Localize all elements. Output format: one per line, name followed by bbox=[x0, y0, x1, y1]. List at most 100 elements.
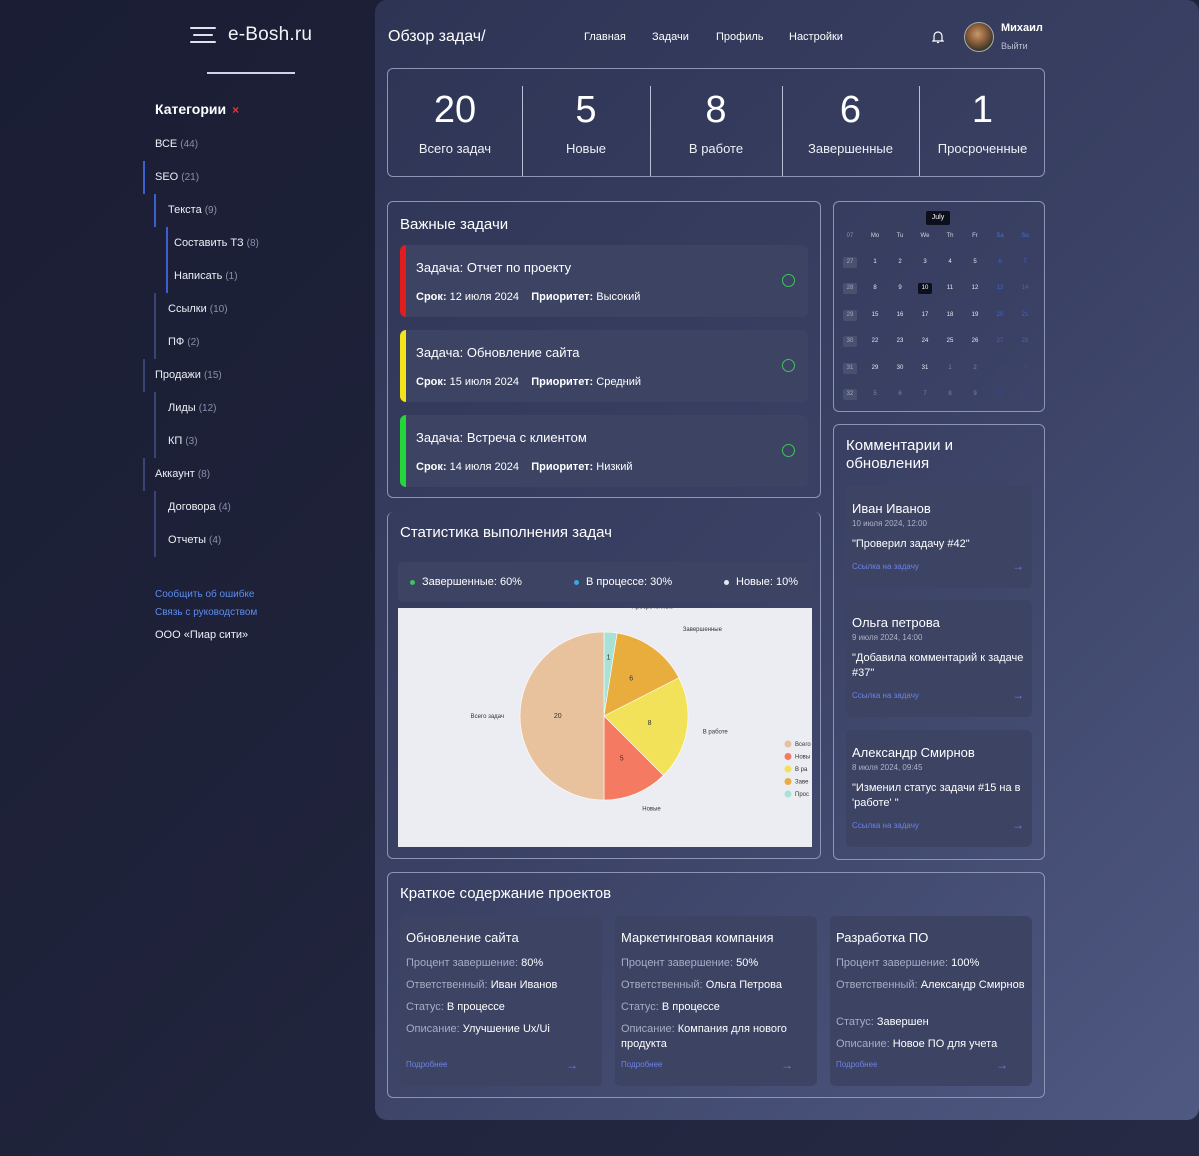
calendar-day[interactable]: 4 bbox=[948, 259, 952, 265]
calendar-day[interactable]: 20 bbox=[996, 311, 1004, 318]
category-sales[interactable]: Продажи (15) bbox=[155, 369, 222, 381]
category-pf[interactable]: ПФ (2) bbox=[168, 336, 200, 348]
logout-link[interactable]: Выйти bbox=[1001, 41, 1028, 51]
calendar-day[interactable]: 29 bbox=[871, 364, 879, 371]
category-texts[interactable]: Текста (9) bbox=[168, 204, 217, 216]
category-make-spec[interactable]: Составить ТЗ (8) bbox=[174, 237, 259, 249]
calendar-day[interactable]: 7 bbox=[1023, 259, 1027, 265]
contact-management-link[interactable]: Связь с руководством bbox=[155, 607, 258, 618]
stat-overdue[interactable]: 1 Просроченные bbox=[937, 89, 1028, 156]
category-all[interactable]: ВСЕ (44) bbox=[155, 138, 199, 150]
calendar-day[interactable]: 5 bbox=[973, 259, 977, 265]
calendar-day[interactable]: 28 bbox=[1021, 338, 1029, 345]
calendar-day[interactable]: 27 bbox=[996, 338, 1004, 345]
calendar-day[interactable]: 9 bbox=[973, 391, 977, 397]
calendar-day[interactable]: 1 bbox=[873, 259, 877, 265]
project-card[interactable]: Обновление сайта Процент завершение: 80%… bbox=[400, 916, 602, 1086]
category-write[interactable]: Написать (1) bbox=[174, 270, 238, 282]
calendar-day[interactable]: 2 bbox=[973, 364, 977, 371]
nav-profile[interactable]: Профиль bbox=[716, 31, 764, 43]
calendar-day[interactable]: 26 bbox=[971, 338, 979, 345]
task-card[interactable]: Задача: Отчет по проекту Срок: 12 июля 2… bbox=[400, 245, 808, 317]
category-account[interactable]: Аккаунт (8) bbox=[155, 468, 211, 480]
report-error-link[interactable]: Сообщить об ошибке bbox=[155, 589, 255, 600]
category-kp[interactable]: КП (3) bbox=[168, 435, 198, 447]
calendar-day[interactable]: 5 bbox=[873, 391, 877, 397]
calendar-day-today[interactable]: 10 bbox=[918, 283, 932, 295]
calendar-day[interactable]: 11 bbox=[946, 285, 954, 292]
comment-card[interactable]: Александр Смирнов 8 июля 2024, 09:45 "Из… bbox=[846, 730, 1032, 847]
stat-total[interactable]: 20 Всего задач bbox=[418, 89, 492, 156]
arrow-right-icon[interactable]: → bbox=[996, 1058, 1008, 1072]
nav-tasks[interactable]: Задачи bbox=[652, 31, 689, 43]
calendar-day[interactable]: 11 bbox=[1021, 391, 1029, 397]
calendar-day[interactable]: 13 bbox=[996, 285, 1004, 292]
pie-value-label: 6 bbox=[629, 676, 633, 683]
calendar-day[interactable]: 17 bbox=[921, 311, 929, 318]
stat-new[interactable]: 5 Новые bbox=[565, 89, 607, 156]
category-leads[interactable]: Лиды (12) bbox=[168, 402, 217, 414]
calendar-day[interactable]: 19 bbox=[971, 311, 979, 318]
close-icon[interactable]: × bbox=[232, 103, 240, 117]
check-icon[interactable] bbox=[782, 359, 795, 372]
nav-settings[interactable]: Настройки bbox=[789, 31, 843, 43]
calendar-day[interactable]: 18 bbox=[946, 311, 954, 318]
task-card[interactable]: Задача: Обновление сайта Срок: 15 июля 2… bbox=[400, 330, 808, 402]
project-card[interactable]: Разработка ПО Процент завершение: 100% О… bbox=[830, 916, 1032, 1086]
calendar-day[interactable]: 3 bbox=[923, 259, 927, 265]
project-card[interactable]: Маркетинговая компания Процент завершени… bbox=[615, 916, 817, 1086]
calendar-day[interactable]: 7 bbox=[923, 391, 927, 397]
comment-card[interactable]: Иван Иванов 10 июля 2024, 12:00 "Провери… bbox=[846, 486, 1032, 588]
calendar-day[interactable]: 10 bbox=[996, 391, 1004, 397]
calendar-day[interactable]: 15 bbox=[871, 311, 879, 318]
calendar-day[interactable]: 2 bbox=[898, 259, 902, 265]
menu-icon[interactable] bbox=[190, 24, 216, 46]
calendar-day[interactable]: 6 bbox=[898, 391, 902, 397]
bell-icon[interactable] bbox=[932, 30, 944, 44]
arrow-right-icon[interactable]: → bbox=[566, 1058, 578, 1072]
calendar-day[interactable]: 16 bbox=[896, 311, 904, 318]
calendar-day[interactable]: 8 bbox=[873, 285, 877, 292]
category-seo[interactable]: SEO (21) bbox=[155, 171, 200, 183]
calendar-day[interactable]: 31 bbox=[921, 364, 929, 371]
category-reports[interactable]: Отчеты (4) bbox=[168, 534, 222, 546]
task-link[interactable]: Ссылка на задачу bbox=[852, 691, 919, 700]
task-link[interactable]: Ссылка на задачу bbox=[852, 562, 919, 571]
calendar-day[interactable]: 30 bbox=[896, 364, 904, 371]
check-icon[interactable] bbox=[782, 444, 795, 457]
category-contracts[interactable]: Договора (4) bbox=[168, 501, 231, 513]
more-link[interactable]: Подробнее bbox=[836, 1060, 878, 1069]
calendar-day[interactable]: 9 bbox=[898, 285, 902, 292]
check-icon[interactable] bbox=[782, 274, 795, 287]
calendar-day[interactable]: 14 bbox=[1021, 285, 1029, 292]
calendar-day[interactable]: 3 bbox=[998, 364, 1002, 371]
calendar-day[interactable]: 6 bbox=[998, 259, 1002, 265]
calendar-day[interactable]: 12 bbox=[971, 285, 979, 292]
more-link[interactable]: Подробнее bbox=[621, 1060, 663, 1069]
calendar-day[interactable]: 21 bbox=[1021, 311, 1029, 318]
tree-line bbox=[143, 359, 145, 392]
active-indicator bbox=[143, 161, 145, 194]
calendar-day[interactable]: 1 bbox=[948, 364, 952, 371]
calendar-day[interactable]: 25 bbox=[946, 338, 954, 345]
arrow-right-icon[interactable]: → bbox=[1012, 688, 1024, 702]
calendar-day[interactable]: 24 bbox=[921, 338, 929, 345]
calendar-month[interactable]: July bbox=[926, 211, 950, 225]
more-link[interactable]: Подробнее bbox=[406, 1060, 448, 1069]
calendar-day[interactable]: 4 bbox=[1023, 364, 1027, 371]
task-link[interactable]: Ссылка на задачу bbox=[852, 821, 919, 830]
calendar-day[interactable]: 8 bbox=[948, 391, 952, 397]
category-links[interactable]: Ссылки (10) bbox=[168, 303, 228, 315]
avatar[interactable] bbox=[964, 22, 994, 52]
comment-card[interactable]: Ольга петрова 9 июля 2024, 14:00 "Добави… bbox=[846, 600, 1032, 717]
arrow-right-icon[interactable]: → bbox=[781, 1058, 793, 1072]
nav-home[interactable]: Главная bbox=[584, 31, 626, 43]
arrow-right-icon[interactable]: → bbox=[1012, 559, 1024, 573]
calendar-day[interactable]: 22 bbox=[871, 338, 879, 345]
task-card[interactable]: Задача: Встреча с клиентом Срок: 14 июля… bbox=[400, 415, 808, 487]
arrow-right-icon[interactable]: → bbox=[1012, 818, 1024, 832]
logo[interactable]: e-Bosh.ru bbox=[190, 24, 312, 46]
stat-completed[interactable]: 6 Завершенные bbox=[808, 89, 893, 156]
calendar-day[interactable]: 23 bbox=[896, 338, 904, 345]
